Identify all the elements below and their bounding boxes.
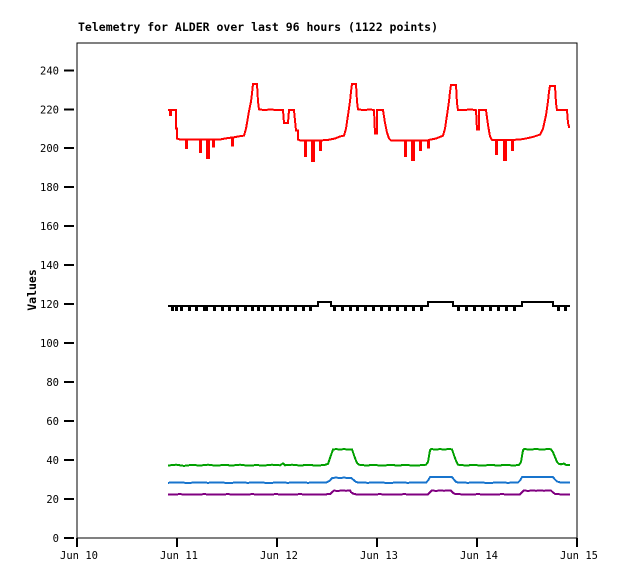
- x-tick-label: Jun 11: [160, 550, 198, 562]
- x-tick-label: Jun 14: [460, 550, 498, 562]
- series-purple-line: [167, 489, 571, 496]
- y-tick-label: 160: [40, 221, 59, 233]
- x-tick-label: Jun 12: [260, 550, 298, 562]
- y-tick-label: 60: [46, 416, 59, 428]
- y-tick-label: 120: [40, 299, 59, 311]
- y-tick-label: 200: [40, 143, 59, 155]
- y-axis-title: Values: [25, 269, 39, 311]
- x-tick-label: Jun 10: [60, 550, 98, 562]
- y-tick-label: 100: [40, 338, 59, 350]
- y-tick-label: 240: [40, 65, 59, 77]
- y-tick-label: 140: [40, 260, 59, 272]
- x-tick-label: Jun 13: [360, 550, 398, 562]
- y-tick-label: 180: [40, 182, 59, 194]
- y-tick-label: 20: [46, 494, 59, 506]
- y-tick-label: 0: [53, 533, 59, 545]
- x-tick-label: Jun 15: [560, 550, 598, 562]
- series-red-line: [168, 82, 570, 162]
- plot-area: 0 20 40 60 80 100 120 140 160 180 200 220 240 Jun 10 J…: [40, 42, 598, 562]
- y-tick-label: 220: [40, 104, 59, 116]
- series-black-line: [168, 301, 570, 311]
- plot-frame: [76, 42, 578, 539]
- series-green-line: [167, 448, 571, 467]
- y-tick-label: 40: [46, 455, 59, 467]
- y-tick-label: 80: [46, 377, 59, 389]
- chart-title: Telemetry for ALDER over last 96 hours (…: [78, 20, 438, 34]
- series-blue-line: [167, 475, 571, 485]
